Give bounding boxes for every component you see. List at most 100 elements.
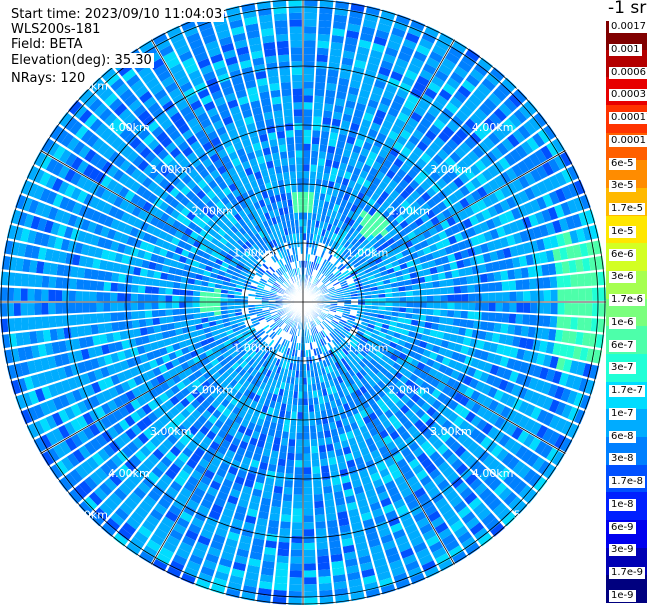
radar-bin	[188, 272, 197, 279]
radar-bin	[422, 328, 431, 336]
radar-bin	[201, 280, 209, 287]
radar-bin	[27, 303, 35, 316]
radar-bin	[102, 202, 113, 215]
radar-bin	[307, 377, 312, 385]
radar-bin	[256, 417, 265, 427]
radar-bin	[283, 316, 290, 323]
radar-bin	[242, 485, 253, 495]
radar-bin	[555, 417, 567, 433]
radar-bin	[318, 347, 323, 355]
radar-bin	[236, 446, 246, 457]
radar-bin	[315, 514, 326, 523]
radar-bin	[405, 195, 416, 205]
radar-bin	[130, 411, 141, 423]
radar-bin	[254, 363, 262, 372]
radar-bin	[582, 257, 591, 272]
radar-bin	[292, 261, 296, 269]
radar-bin	[197, 535, 211, 546]
radar-bin	[311, 150, 319, 159]
radar-bin	[429, 50, 444, 63]
radar-bin	[290, 320, 295, 328]
radar-bin	[356, 342, 365, 350]
radar-bin	[406, 296, 414, 302]
radar-bin	[328, 138, 337, 147]
radar-bin	[329, 307, 337, 311]
radar-bin	[372, 177, 382, 187]
radar-bin	[67, 214, 78, 227]
radar-bin	[252, 277, 260, 283]
radar-bin	[133, 266, 142, 276]
radar-bin	[314, 95, 324, 104]
radar-bin	[59, 196, 70, 210]
radar-bin	[279, 444, 288, 453]
radar-bin	[509, 221, 519, 234]
radar-bin	[96, 281, 105, 291]
radar-bin	[455, 463, 468, 476]
radar-bin	[432, 438, 444, 450]
radar-bin	[232, 112, 243, 122]
radar-bin	[165, 295, 173, 302]
radar-bin	[261, 359, 269, 368]
radar-bin	[303, 460, 311, 468]
radar-bin	[219, 484, 231, 495]
radar-bin	[241, 267, 250, 274]
radar-bin	[318, 396, 325, 404]
radar-bin	[552, 248, 562, 262]
radar-bin	[239, 339, 248, 347]
radar-bin	[327, 145, 336, 154]
radar-bin	[326, 512, 337, 522]
radar-bin	[87, 347, 97, 359]
radar-bin	[508, 280, 517, 291]
radar-bin	[125, 274, 133, 284]
radar-bin	[507, 456, 520, 471]
radar-bin	[530, 184, 542, 198]
radar-bin	[349, 9, 364, 19]
radar-bin	[58, 181, 70, 195]
radar-bin	[292, 268, 296, 276]
radar-bin	[227, 298, 235, 302]
radar-bin	[284, 417, 291, 426]
radar-bin	[360, 260, 369, 268]
radar-bin	[41, 316, 50, 329]
radar-bin	[545, 341, 555, 354]
radar-bin	[80, 218, 91, 231]
radar-bin	[80, 373, 91, 386]
radar-bin	[522, 314, 530, 325]
radar-bin	[459, 450, 472, 463]
radar-bin	[277, 458, 286, 467]
radar-bin	[389, 446, 400, 457]
radar-bin	[328, 349, 334, 358]
radar-bin	[288, 348, 293, 356]
radar-bin	[413, 227, 422, 237]
radar-bin	[205, 40, 219, 51]
radar-bin	[203, 420, 214, 430]
radar-bin	[362, 163, 372, 173]
radar-bin	[306, 226, 311, 234]
radar-bin	[130, 399, 141, 411]
radar-bin	[384, 288, 392, 294]
radar-bin	[336, 352, 344, 360]
radar-bin	[546, 141, 559, 157]
radar-bin	[329, 55, 341, 64]
radar-bin	[288, 341, 293, 349]
radar-bin	[390, 376, 400, 385]
radar-bin	[261, 253, 269, 261]
radar-bin	[351, 212, 359, 221]
radar-bin	[316, 213, 322, 222]
radar-bin	[456, 259, 465, 269]
radar-bin	[159, 279, 167, 288]
radar-bin	[228, 151, 239, 161]
radar-bin	[396, 458, 408, 469]
radar-bin	[223, 257, 232, 265]
radar-bin	[32, 168, 45, 184]
radar-bin	[368, 379, 377, 388]
radar-bin	[195, 578, 211, 590]
radar-bin	[459, 197, 470, 209]
radar-bin	[117, 283, 125, 292]
radar-bin	[333, 441, 342, 451]
radar-bin	[69, 278, 77, 290]
radar-bin	[245, 335, 253, 343]
radar-bin	[536, 424, 548, 439]
radar-bin	[367, 443, 378, 453]
radar-bin	[378, 331, 387, 339]
